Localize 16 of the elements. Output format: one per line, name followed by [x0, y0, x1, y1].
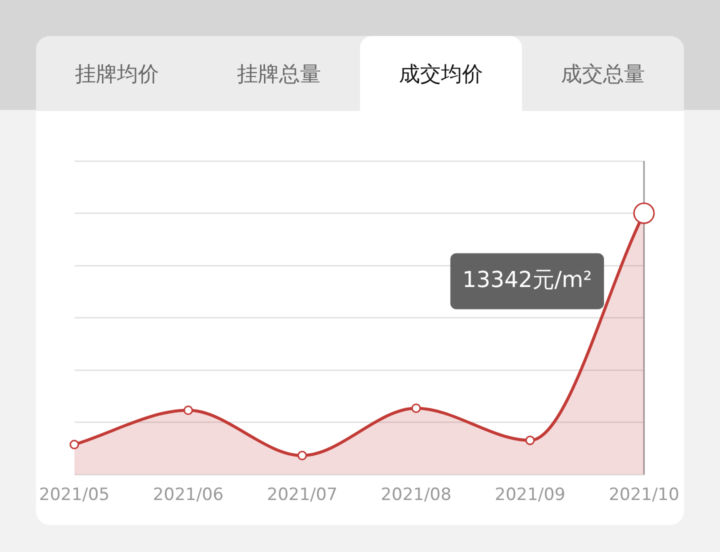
x-tick-label: 2021/06 — [152, 485, 224, 506]
x-tick-label: 2021/09 — [494, 485, 566, 506]
point — [70, 440, 80, 450]
x-tick-label: 2021/07 — [266, 485, 338, 506]
point — [411, 403, 421, 413]
x-tick-label: 2021/08 — [380, 485, 452, 506]
point — [184, 406, 193, 416]
annotation: 13342元/m² — [462, 268, 592, 293]
chart-title: 成交均价 — [360, 36, 522, 111]
x-tick-label: 2021/10 — [608, 485, 680, 506]
point — [525, 436, 535, 446]
x-tick-label: 2021/05 — [39, 485, 110, 506]
text: 挂牌均价 — [74, 60, 160, 88]
text: 成交总量 — [560, 60, 646, 88]
point — [297, 450, 307, 460]
text: 挂牌总量 — [236, 60, 322, 88]
